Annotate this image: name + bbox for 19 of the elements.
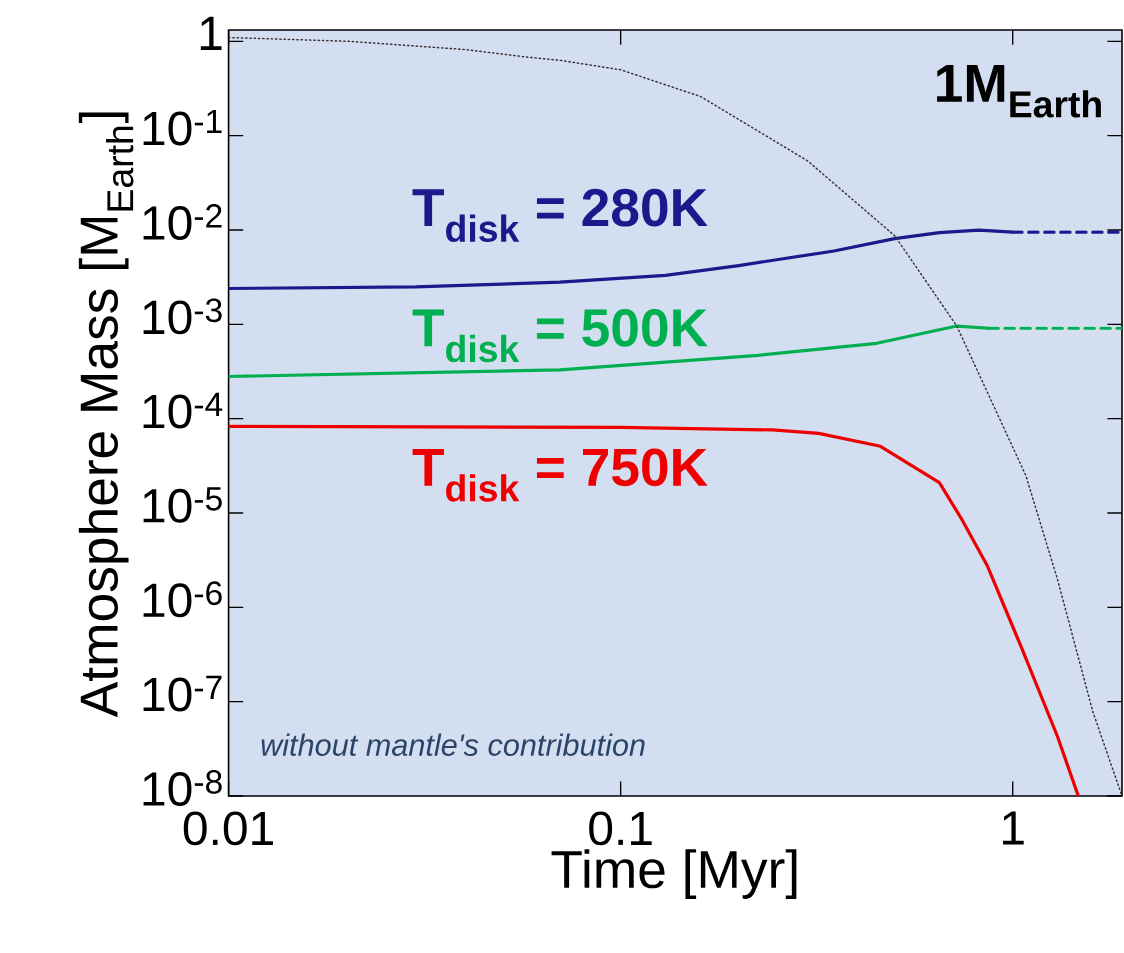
y-tick-label: 10$^{-2}$ (143, 204, 222, 241)
y-tick-label: 1 (200, 16, 222, 50)
y-axis-title: Atmosphere Mass [M$_{Earth}$] (78, 112, 134, 718)
annotation: 1M$_{Earth}$ (937, 64, 1101, 118)
x-tick-label: 0.01 (183, 811, 273, 846)
annotation: without mantle's contribution (261, 733, 645, 756)
x-tick-label: 0.1 (589, 811, 652, 846)
series-label: T$_{disk}$ = 280K (412, 188, 708, 242)
x-tick-label: 1 (1003, 811, 1024, 845)
y-tick-label: 10$^{-8}$ (143, 770, 222, 806)
y-tick-label: 10$^{-1}$ (143, 109, 222, 146)
y-tick-label: 10$^{-3}$ (143, 298, 222, 335)
series-label: T$_{disk}$ = 750K (412, 448, 708, 502)
y-tick-label: 10$^{-5}$ (143, 487, 222, 523)
y-tick-label: 10$^{-6}$ (143, 581, 222, 618)
y-tick-label: 10$^{-7}$ (143, 675, 222, 712)
y-tick-label: 10$^{-4}$ (143, 392, 223, 429)
x-axis-title: Time [Myr] (551, 849, 797, 899)
series-label: T$_{disk}$ = 500K (412, 309, 708, 363)
